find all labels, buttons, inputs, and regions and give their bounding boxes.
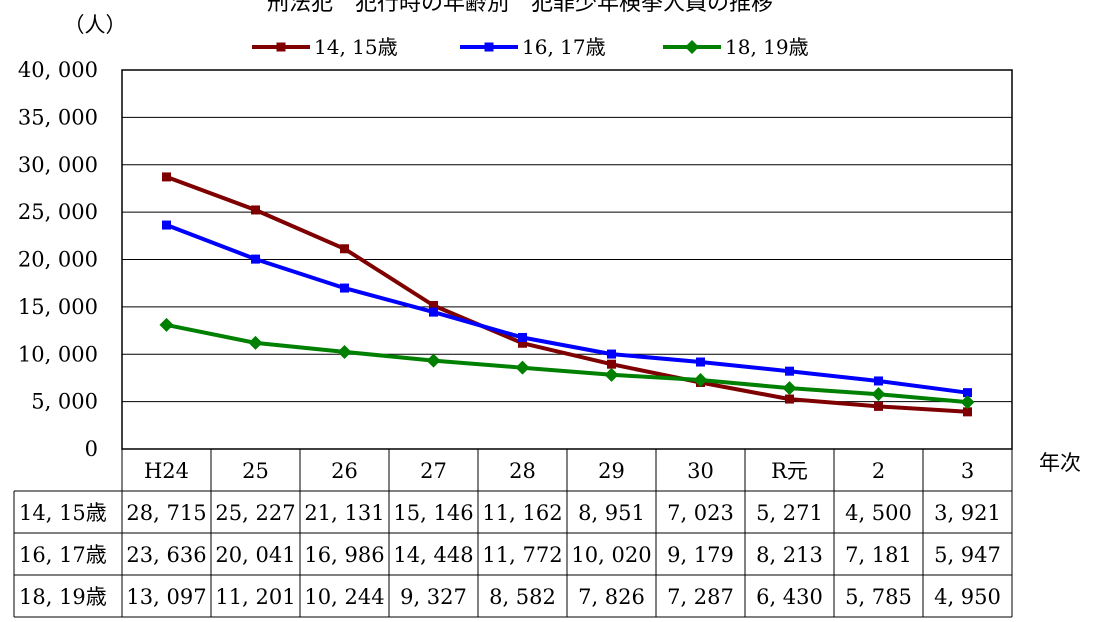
data-point: [248, 335, 263, 350]
table-series-label: 18, 19歳: [19, 585, 107, 609]
data-label: 10, 020: [571, 543, 651, 567]
data-point: [785, 394, 794, 404]
data-point: [782, 381, 797, 396]
y-tick-label: 10, 000: [18, 342, 98, 366]
data-label: 4, 500: [845, 501, 912, 525]
data-label: 9, 179: [667, 543, 734, 567]
gridlines: [122, 69, 1012, 403]
data-label: 13, 097: [126, 585, 206, 609]
data-label: 5, 785: [845, 585, 912, 609]
x-tick-label: 27: [420, 459, 447, 483]
table-series-label: 14, 15歳: [19, 501, 107, 525]
x-tick-label: R元: [771, 459, 808, 483]
series-lines: [159, 172, 975, 417]
data-point: [429, 300, 438, 310]
data-label: 7, 023: [667, 501, 734, 525]
x-tick-label: 26: [331, 459, 358, 483]
data-point: [963, 407, 972, 417]
legend-label: 16, 17歳: [522, 35, 606, 59]
data-point: [251, 205, 260, 215]
x-tick-label: 28: [509, 459, 536, 483]
x-tick-label: H24: [144, 459, 189, 483]
data-label: 11, 201: [215, 585, 295, 609]
data-point: [785, 366, 794, 376]
chart-title: 刑法犯 犯行時の年齢別 犯罪少年検挙人員の推移: [267, 0, 773, 16]
data-point: [604, 367, 619, 382]
legend-marker: [276, 42, 286, 52]
y-tick-label: 20, 000: [18, 248, 98, 272]
data-label: 8, 582: [489, 585, 556, 609]
data-label: 10, 244: [304, 585, 384, 609]
data-label: 20, 041: [215, 543, 295, 567]
y-tick-label: 30, 000: [18, 153, 98, 177]
data-label: 8, 213: [756, 543, 823, 567]
data-label: 25, 227: [215, 501, 295, 525]
data-label: 7, 181: [845, 543, 912, 567]
x-tick-label: 25: [242, 459, 269, 483]
data-label: 11, 162: [482, 501, 562, 525]
table-series-label: 16, 17歳: [19, 543, 107, 567]
x-tick-label: 29: [598, 459, 625, 483]
x-tick-label: 3: [961, 459, 974, 483]
data-label: 6, 430: [756, 585, 823, 609]
data-point: [340, 283, 349, 293]
data-table: H24 25 26 27 28 29 30 R元 2 3 14, 15歳 28, 715 25, 227…: [13, 448, 1013, 618]
x-tick-label: 2: [872, 459, 885, 483]
data-point: [251, 254, 260, 264]
data-point: [515, 360, 530, 375]
data-point: [874, 401, 883, 411]
data-point: [162, 172, 171, 182]
data-point: [874, 376, 883, 386]
y-tick-label: 0: [85, 437, 98, 461]
legend-label: 18, 19歳: [725, 35, 809, 59]
data-label: 7, 287: [667, 585, 734, 609]
legend-marker: [685, 40, 699, 54]
data-point: [340, 244, 349, 254]
data-point: [162, 220, 171, 230]
data-point: [960, 395, 975, 410]
y-tick-label: 5, 000: [31, 390, 98, 414]
y-tick-label: 40, 000: [18, 58, 98, 82]
data-label: 8, 951: [578, 501, 645, 525]
data-label: 5, 271: [756, 501, 823, 525]
series-line-1: [165, 175, 968, 414]
data-point: [607, 349, 616, 359]
y-tick-label: 15, 000: [18, 295, 98, 319]
data-label: 11, 772: [482, 543, 562, 567]
data-label: 23, 636: [126, 543, 206, 567]
data-point: [159, 317, 174, 332]
data-point: [426, 353, 441, 368]
x-axis-label: 年次: [1039, 451, 1081, 475]
data-point: [518, 338, 527, 348]
data-point: [429, 307, 438, 317]
data-label: 14, 448: [393, 543, 473, 567]
y-tick-label: 25, 000: [18, 200, 98, 224]
data-point: [696, 357, 705, 367]
legend: 14, 15歳 16, 17歳 18, 19歳: [252, 35, 809, 59]
data-point: [871, 387, 886, 402]
data-point: [693, 372, 708, 387]
data-point: [607, 359, 616, 369]
y-axis-label: （人）: [64, 13, 127, 37]
legend-label: 14, 15歳: [314, 35, 398, 59]
data-point: [518, 332, 527, 342]
y-axis: 0 5, 000 10, 000 15, 000 20, 000 25, 000 30, 0…: [18, 58, 98, 461]
data-label: 9, 327: [400, 585, 467, 609]
y-tick-label: 35, 000: [18, 105, 98, 129]
data-label: 5, 947: [934, 543, 1001, 567]
legend-marker: [484, 42, 494, 52]
data-point: [963, 388, 972, 398]
data-label: 7, 826: [578, 585, 645, 609]
data-label: 16, 986: [304, 543, 384, 567]
series-line-2: [165, 223, 968, 395]
data-point: [337, 344, 352, 359]
data-label: 3, 921: [934, 501, 1001, 525]
data-label: 28, 715: [126, 501, 206, 525]
data-label: 21, 131: [304, 501, 384, 525]
series-line-3: [166, 322, 968, 405]
x-tick-label: 30: [687, 459, 714, 483]
data-label: 15, 146: [393, 501, 473, 525]
data-label: 4, 950: [934, 585, 1001, 609]
